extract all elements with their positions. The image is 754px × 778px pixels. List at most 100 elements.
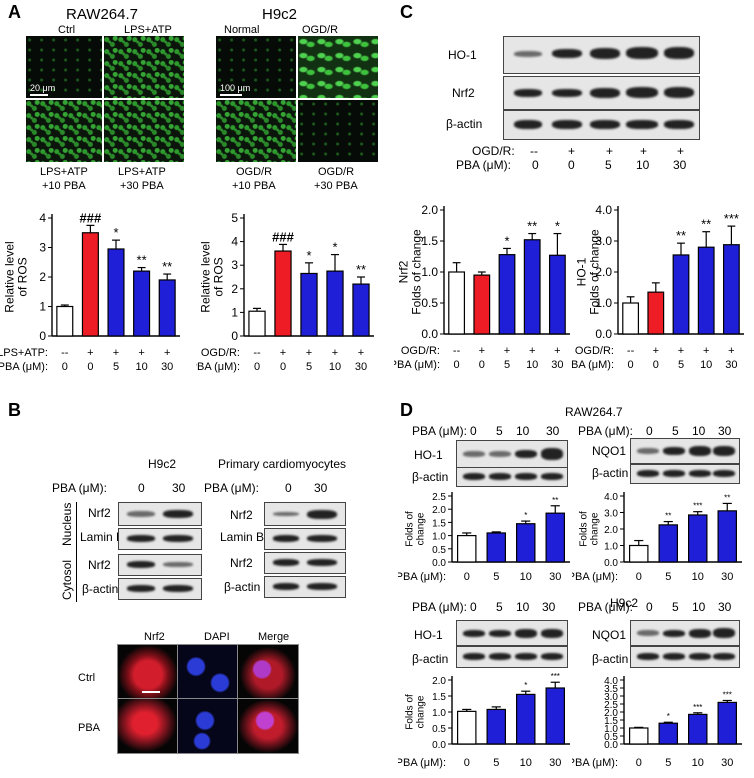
blot-actin-c — [503, 110, 700, 140]
bar — [326, 270, 344, 337]
panel-label-d: D — [400, 400, 413, 420]
bar — [248, 310, 266, 337]
blot-b-laminb — [118, 528, 202, 550]
significance-label: ** — [665, 512, 671, 521]
y-tick-label: 4.0 — [604, 676, 618, 687]
significance-label: * — [306, 248, 311, 263]
pba-label: 0 — [280, 361, 286, 373]
pba-label: 5 — [665, 757, 671, 769]
pba-label: 30 — [721, 571, 733, 583]
y-axis-label: Folds of — [405, 511, 416, 547]
y-axis-label: Relative level — [199, 241, 213, 312]
chart-d-raw-nqo1: 0.0 1.0 2.0 3.0 4.0 Folds of change 0 ** 5 *** 10 **… — [572, 492, 742, 583]
significance-label: * — [504, 233, 509, 248]
y-tick-label: 0.5 — [432, 724, 446, 735]
if-pba-merge — [237, 698, 299, 754]
y-axis-label: Relative level — [3, 241, 17, 312]
bar — [688, 514, 708, 563]
y-tick-label: 2 — [39, 270, 46, 284]
primary-title: Primary cardiomyocytes — [218, 457, 347, 471]
y-tick-label: 1.5 — [432, 692, 446, 703]
condition-label: + — [113, 347, 119, 359]
pba-d1-0: 0 — [470, 424, 477, 438]
label-lps30-a: LPS+ATP — [118, 166, 166, 178]
pba-label: 5 — [493, 757, 499, 769]
condition-label: + — [554, 345, 560, 357]
condition-row-label: OGD/R: — [575, 345, 614, 357]
bar — [523, 239, 541, 335]
bar — [473, 274, 491, 335]
chart-d-h9-nqo1: 0.00.51.01.52.02.53.03.54.0 0 * 5 *** 10 *** 30… — [572, 676, 742, 769]
blot-b2-actin — [264, 576, 346, 598]
significance-label: *** — [693, 703, 702, 712]
significance-label: *** — [724, 211, 739, 226]
d2-actin: β-actin — [592, 466, 629, 480]
y-tick-label: 0.0 — [432, 558, 446, 569]
condition-label: -- — [453, 345, 461, 357]
pba-b1-0: 0 — [138, 481, 145, 495]
cytosol-label: Cytosol — [60, 559, 74, 600]
y-tick-label: 0 — [39, 329, 46, 343]
bar — [486, 532, 506, 563]
pba-val-c-1: 0 — [568, 158, 575, 172]
condition-label: -- — [627, 345, 635, 357]
ogd-val-c-2: + — [606, 144, 614, 158]
scale-bar-h9 — [220, 94, 242, 96]
y-axis-label: change — [590, 512, 601, 545]
chart-d-raw-ho1: 0.0 0.5 1.0 1.5 2.0 2.5 Folds of change 0 5 * 10 ** 3… — [398, 492, 570, 583]
bar — [158, 279, 176, 337]
pba-label: 30 — [549, 757, 561, 769]
bar — [629, 727, 649, 745]
pba-label: 5 — [665, 571, 671, 583]
pba-label-d4: PBA (μM): — [578, 600, 633, 614]
significance-label: * — [667, 712, 670, 721]
if-row-ctrl: Ctrl — [78, 672, 96, 684]
pba-label: 0 — [254, 361, 260, 373]
blot-d2-actin — [630, 464, 740, 484]
pba-row-label: PBA (μM): — [398, 571, 446, 583]
pba-d2-5: 5 — [672, 424, 679, 438]
blot-label-nrf2-c: Nrf2 — [452, 86, 475, 100]
cytosol-label-box: Cytosol — [60, 552, 74, 602]
chart-d-h9-ho1: 0.0 0.5 1.0 1.5 2.0 Folds of change 0 5 * 10 *** 30 P… — [398, 672, 570, 769]
scale-bar-label-h9: 100 μm — [220, 83, 251, 93]
y-tick-label: 2.0 — [432, 676, 446, 687]
y-tick-label: 1.5 — [432, 518, 446, 529]
bar — [352, 283, 370, 337]
y-tick-label: 3.0 — [604, 692, 618, 703]
d1-actin: β-actin — [412, 470, 449, 484]
y-tick-label: 1 — [231, 305, 238, 319]
if-pba-nrf2 — [117, 698, 179, 754]
bar — [300, 272, 318, 337]
y-tick-label: 1 — [39, 300, 46, 314]
pba-label: 10 — [692, 571, 704, 583]
pba-b2-30: 30 — [314, 481, 328, 495]
raw-title: RAW264.7 — [66, 6, 138, 23]
label-lps10-a: LPS+ATP — [40, 166, 88, 178]
bar — [697, 246, 715, 335]
pba-d2-10: 10 — [692, 424, 706, 438]
bar — [516, 693, 536, 745]
pba-d1-30: 30 — [546, 424, 560, 438]
y-tick-label: 2.0 — [604, 525, 618, 536]
pba-label: 0 — [636, 757, 642, 769]
condition-label: -- — [253, 347, 261, 359]
if-header-dapi: DAPI — [204, 631, 230, 643]
y-tick-label: 4 — [231, 235, 238, 249]
h9-title-d: H9c2 — [610, 596, 639, 610]
bar — [457, 534, 477, 563]
y-tick-label: 0.0 — [604, 558, 618, 569]
pba-label: 0 — [454, 359, 460, 371]
b-row-nrf2-nuc: Nrf2 — [88, 506, 111, 520]
y-tick-label: 0.0 — [595, 327, 612, 341]
y-tick-label: 1.0 — [604, 724, 618, 735]
significance-label: *** — [723, 690, 732, 699]
if-row-pba: PBA — [78, 722, 101, 734]
y-tick-label: 1.0 — [604, 542, 618, 553]
condition-label: + — [479, 345, 485, 357]
label-ctrl: Ctrl — [58, 24, 76, 36]
bar — [658, 524, 678, 563]
pba-label: 30 — [161, 361, 173, 373]
blot-d1-actin — [456, 467, 568, 487]
pba-row-label: PBA (μM): — [398, 757, 446, 769]
